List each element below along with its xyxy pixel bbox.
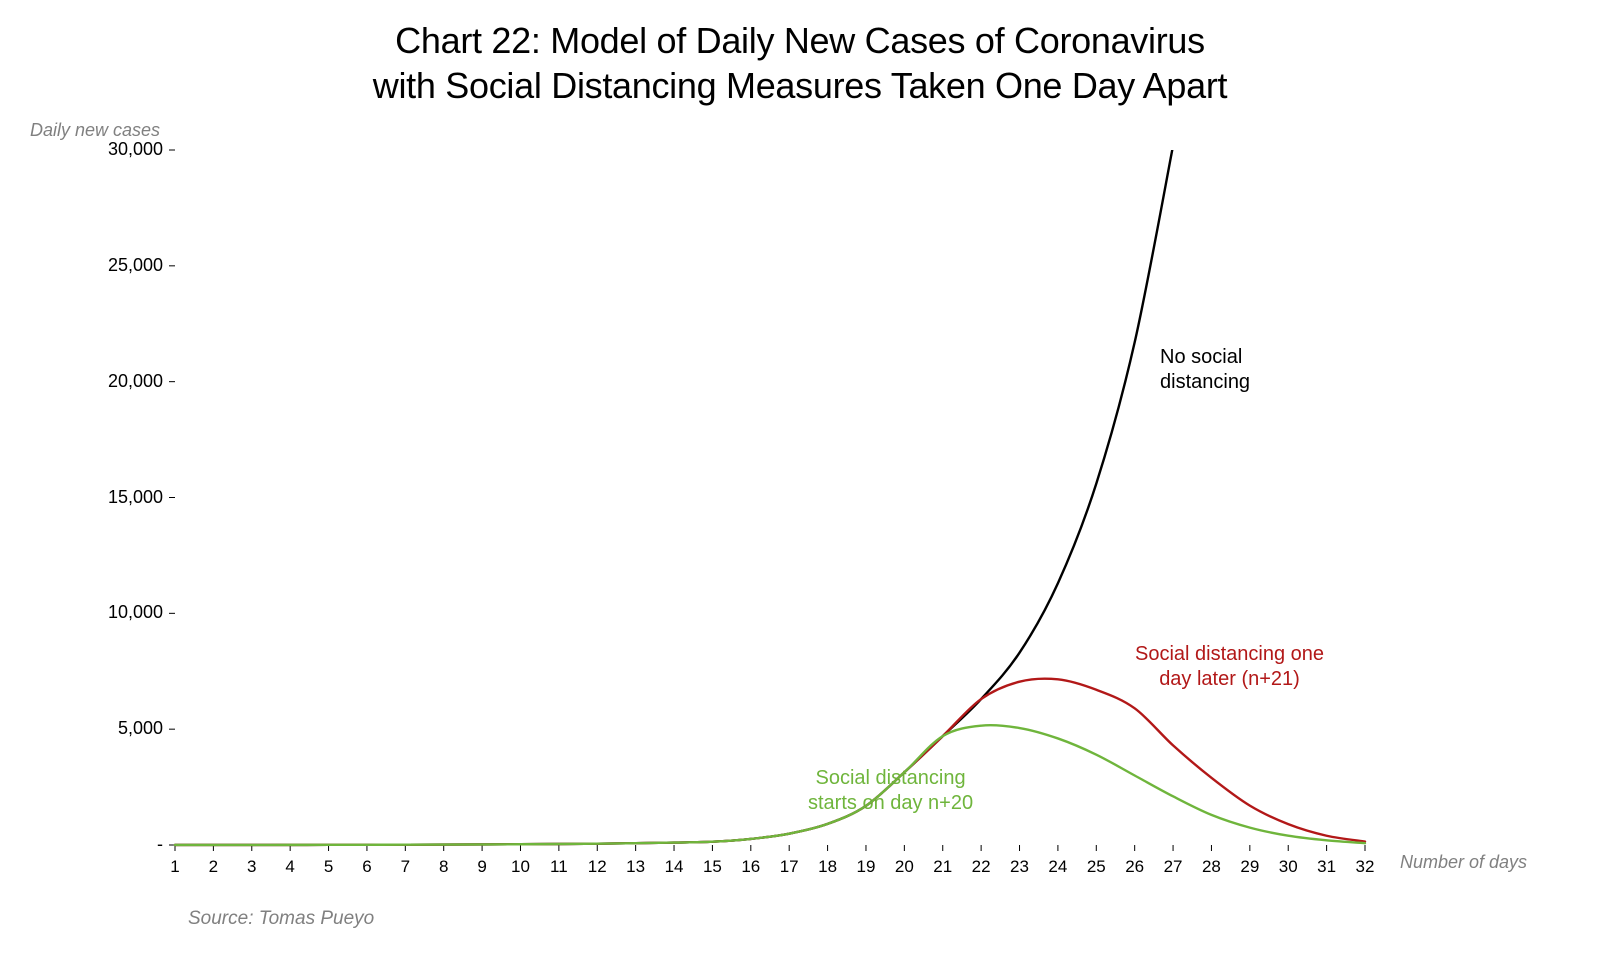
chart-container: Chart 22: Model of Daily New Cases of Co… — [0, 0, 1600, 960]
x-tick-label: 9 — [477, 857, 486, 877]
y-tick-label: 30,000 — [85, 139, 163, 160]
y-tick-label: 5,000 — [85, 718, 163, 739]
x-tick-label: 26 — [1125, 857, 1144, 877]
x-tick-label: 2 — [209, 857, 218, 877]
x-tick-label: 7 — [401, 857, 410, 877]
x-tick-label: 21 — [933, 857, 952, 877]
x-tick-label: 20 — [895, 857, 914, 877]
x-tick-label: 19 — [856, 857, 875, 877]
y-tick-label: 10,000 — [85, 602, 163, 623]
x-tick-label: 30 — [1279, 857, 1298, 877]
x-tick-label: 1 — [170, 857, 179, 877]
x-tick-label: 14 — [665, 857, 684, 877]
x-tick-label: 23 — [1010, 857, 1029, 877]
x-tick-label: 29 — [1240, 857, 1259, 877]
x-tick-label: 22 — [972, 857, 991, 877]
x-tick-label: 17 — [780, 857, 799, 877]
series-line-social_distancing_n20 — [175, 725, 1365, 845]
x-tick-label: 11 — [550, 857, 568, 877]
series-line-no_social_distancing — [175, 146, 1173, 845]
y-tick-label: 15,000 — [85, 487, 163, 508]
x-tick-label: 25 — [1087, 857, 1106, 877]
y-tick-label: 25,000 — [85, 255, 163, 276]
x-tick-label: 16 — [741, 857, 760, 877]
x-tick-label: 4 — [285, 857, 294, 877]
x-tick-label: 3 — [247, 857, 256, 877]
x-tick-label: 27 — [1164, 857, 1183, 877]
series-line-social_distancing_n21 — [175, 679, 1365, 845]
y-tick-label: - — [85, 834, 163, 855]
plot-area — [0, 0, 1600, 960]
x-tick-label: 10 — [511, 857, 530, 877]
x-tick-label: 12 — [588, 857, 607, 877]
x-tick-label: 8 — [439, 857, 448, 877]
x-tick-label: 5 — [324, 857, 333, 877]
x-tick-label: 32 — [1356, 857, 1375, 877]
x-tick-label: 24 — [1048, 857, 1067, 877]
x-tick-label: 15 — [703, 857, 722, 877]
x-tick-label: 18 — [818, 857, 837, 877]
x-tick-label: 13 — [626, 857, 645, 877]
x-tick-label: 31 — [1317, 857, 1336, 877]
x-tick-label: 28 — [1202, 857, 1221, 877]
x-tick-label: 6 — [362, 857, 371, 877]
y-tick-label: 20,000 — [85, 371, 163, 392]
